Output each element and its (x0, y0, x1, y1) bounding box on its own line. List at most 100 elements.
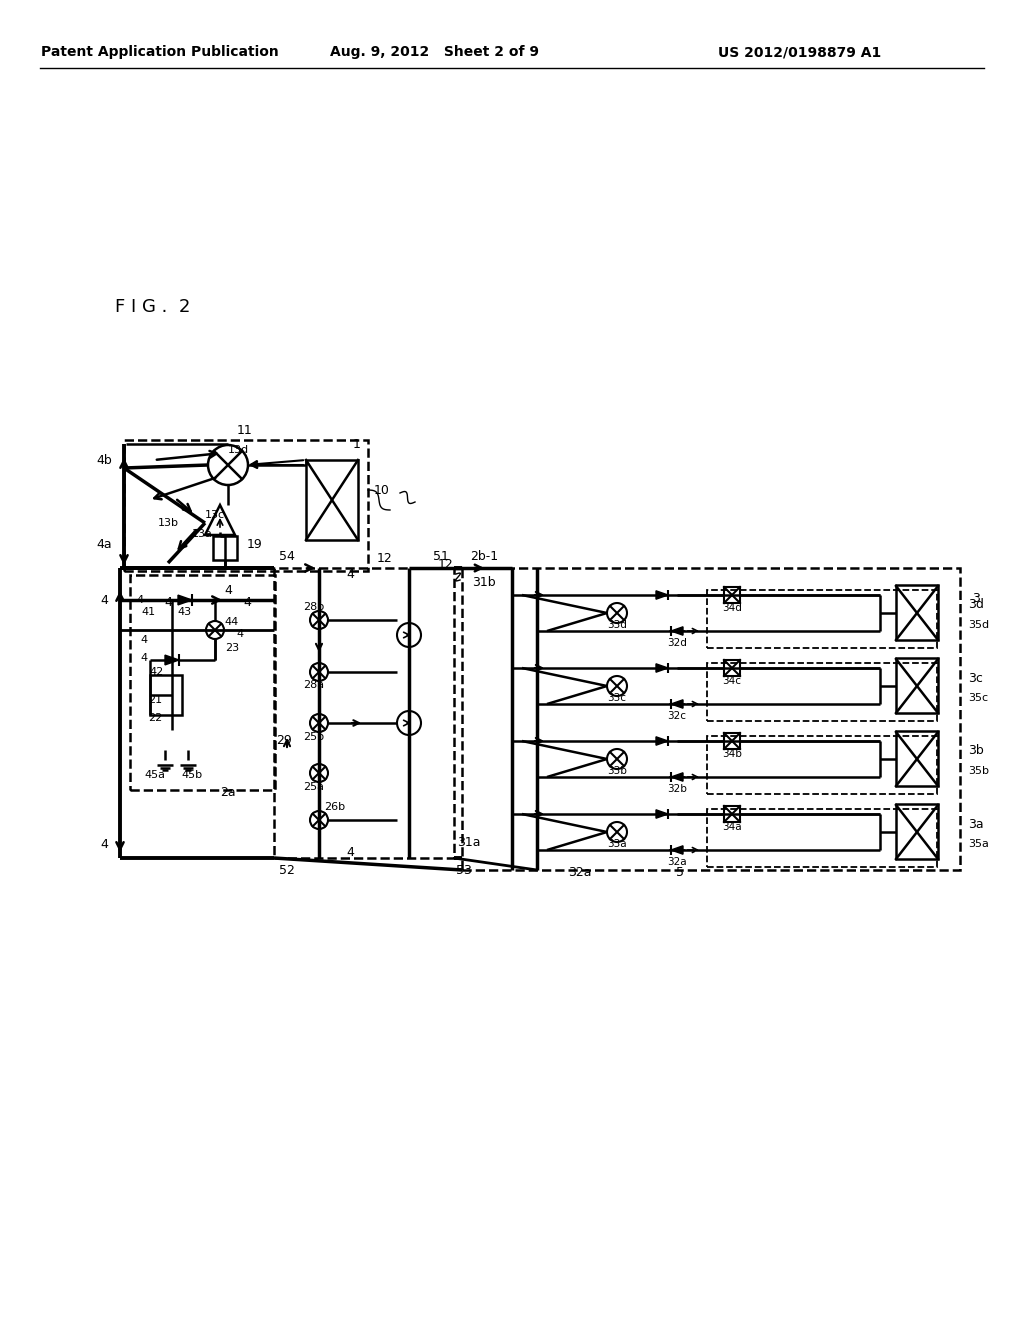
Text: Aug. 9, 2012   Sheet 2 of 9: Aug. 9, 2012 Sheet 2 of 9 (331, 45, 540, 59)
Polygon shape (656, 591, 668, 599)
Circle shape (310, 764, 328, 781)
Text: 4: 4 (100, 594, 108, 606)
Text: 3: 3 (972, 591, 980, 605)
Polygon shape (656, 664, 668, 672)
Text: US 2012/0198879 A1: US 2012/0198879 A1 (719, 45, 882, 59)
Bar (724, 733, 740, 748)
Text: 4: 4 (100, 838, 108, 851)
Text: 31a: 31a (458, 837, 480, 850)
Text: 5: 5 (676, 866, 684, 879)
Text: 10: 10 (374, 483, 390, 496)
Circle shape (310, 714, 328, 733)
Text: 12: 12 (438, 558, 454, 572)
Bar (896, 657, 938, 713)
Text: 51: 51 (433, 549, 449, 562)
Text: 34a: 34a (722, 822, 741, 832)
Polygon shape (165, 655, 179, 665)
Bar (213, 536, 237, 560)
Text: 4: 4 (243, 595, 251, 609)
Circle shape (397, 711, 421, 735)
Polygon shape (671, 627, 683, 635)
Text: 33c: 33c (607, 693, 627, 704)
Text: 29: 29 (276, 734, 292, 747)
Text: 33a: 33a (607, 840, 627, 849)
Text: 13c: 13c (205, 510, 225, 520)
Text: 53: 53 (456, 863, 472, 876)
Text: 42: 42 (150, 667, 164, 677)
Bar (306, 459, 358, 540)
Text: 54: 54 (279, 549, 295, 562)
Text: 2a: 2a (220, 785, 236, 799)
Circle shape (310, 810, 328, 829)
Text: 33b: 33b (607, 766, 627, 776)
Text: 26b: 26b (324, 803, 345, 812)
Text: 4: 4 (346, 846, 354, 858)
Bar (150, 675, 182, 715)
Text: Patent Application Publication: Patent Application Publication (41, 45, 279, 59)
Bar (724, 807, 740, 822)
Polygon shape (178, 595, 193, 605)
Bar (707, 590, 937, 648)
Text: 32d: 32d (667, 638, 687, 648)
Text: 3b: 3b (968, 744, 984, 758)
Text: 12: 12 (377, 552, 393, 565)
Text: 23: 23 (225, 643, 239, 653)
Text: 22: 22 (148, 713, 162, 723)
Text: 13b: 13b (158, 517, 179, 528)
Text: 25b: 25b (303, 733, 325, 742)
Circle shape (607, 603, 627, 623)
Circle shape (607, 822, 627, 842)
Circle shape (310, 663, 328, 681)
Text: 45a: 45a (144, 770, 166, 780)
Bar (707, 809, 937, 867)
Text: 19: 19 (247, 537, 263, 550)
Bar (724, 587, 740, 603)
Text: 35a: 35a (968, 840, 989, 849)
Text: 28a: 28a (303, 680, 325, 690)
Bar (896, 585, 938, 640)
Text: 34c: 34c (723, 676, 741, 686)
Text: 4: 4 (136, 595, 143, 605)
Polygon shape (656, 737, 668, 746)
Polygon shape (656, 809, 668, 818)
Text: 11: 11 (238, 424, 253, 437)
Bar (707, 737, 937, 795)
Text: 1: 1 (353, 438, 360, 451)
Bar (896, 804, 938, 859)
Circle shape (397, 623, 421, 647)
Text: 35b: 35b (968, 766, 989, 776)
Text: 35c: 35c (968, 693, 988, 704)
Text: 3c: 3c (968, 672, 983, 685)
Text: 4: 4 (141, 635, 148, 645)
Text: 28b: 28b (303, 602, 325, 612)
Text: 4: 4 (346, 569, 354, 582)
Text: 3d: 3d (968, 598, 984, 611)
Circle shape (607, 748, 627, 770)
Text: 52: 52 (279, 863, 295, 876)
Text: 13d: 13d (227, 445, 249, 455)
Text: 34b: 34b (722, 748, 742, 759)
Text: 35d: 35d (968, 620, 989, 630)
Text: 4: 4 (141, 653, 148, 663)
Bar (130, 576, 275, 789)
Text: 31b: 31b (472, 577, 496, 590)
Bar (124, 440, 368, 572)
Bar (724, 660, 740, 676)
Circle shape (607, 676, 627, 696)
Circle shape (208, 445, 248, 484)
Text: 41: 41 (141, 607, 155, 616)
Polygon shape (671, 772, 683, 781)
Polygon shape (671, 846, 683, 854)
Text: 4a: 4a (96, 539, 112, 552)
Text: 33d: 33d (607, 620, 627, 630)
Text: 4: 4 (164, 595, 172, 609)
Text: 32a: 32a (568, 866, 592, 879)
Bar (896, 731, 938, 785)
Circle shape (310, 611, 328, 630)
Text: 21: 21 (148, 696, 162, 705)
Bar (274, 568, 454, 858)
Text: 4: 4 (224, 585, 232, 598)
Text: 4b: 4b (96, 454, 112, 466)
Text: 2b-1: 2b-1 (470, 549, 498, 562)
Text: 45b: 45b (181, 770, 203, 780)
